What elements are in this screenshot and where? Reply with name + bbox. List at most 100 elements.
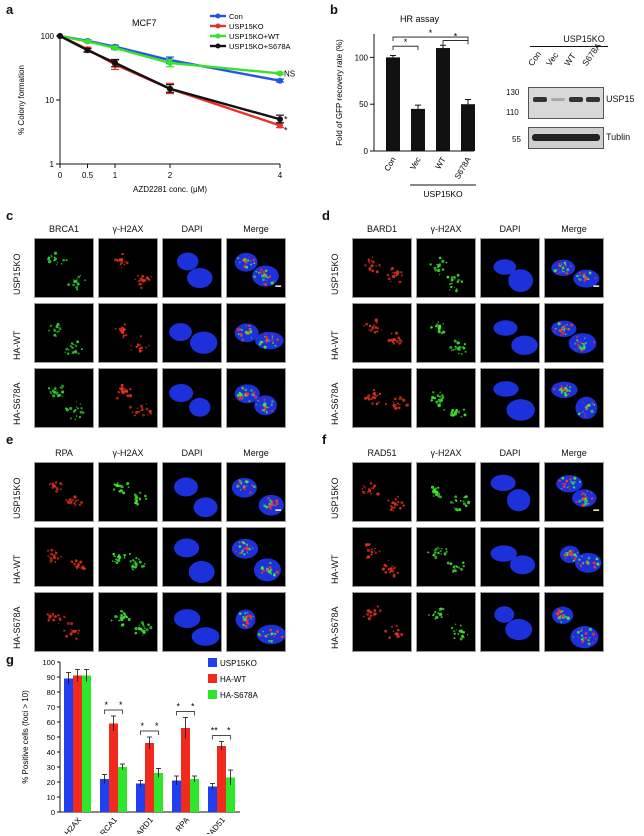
micrograph-f-tile <box>416 462 476 522</box>
chart-g-sig-star: * <box>119 700 123 710</box>
chart-a-ylabel: % Colony formation <box>17 65 26 135</box>
micrograph-c-tile <box>162 368 222 428</box>
micrograph-d-tile <box>544 368 604 428</box>
chart-b-sig-bracket <box>392 36 469 42</box>
micrograph-c-tile <box>34 238 94 298</box>
micrograph-d-tile <box>416 303 476 363</box>
chart-a-title: MCF7 <box>132 18 157 28</box>
chart-a-annotation-star: * <box>284 125 288 135</box>
micrograph-f-tile <box>352 592 412 652</box>
chart-a-point <box>277 70 283 77</box>
chart-g-x-tick-label: RAD51 <box>204 815 228 834</box>
chart-b-sig-star: * <box>454 32 458 42</box>
micrograph-f-tile <box>480 527 540 587</box>
chart-b-y-tick-label: 100 <box>355 53 369 62</box>
chart-g-sig-star: ** <box>211 726 219 736</box>
micrograph-f-tile <box>544 527 604 587</box>
chart-g-legend-swatch <box>208 658 217 667</box>
chart-g-sig-bracket <box>185 711 195 716</box>
chart-g-bar <box>118 767 127 812</box>
micrograph-f-tile <box>480 462 540 522</box>
micrograph-c-tile <box>226 238 286 298</box>
chart-a-x-tick-label: 4 <box>278 171 283 180</box>
chart-b-sig-star: * <box>429 28 433 38</box>
micrograph-e-tile <box>34 527 94 587</box>
micrograph-d-tile <box>480 303 540 363</box>
chart-g-bar <box>145 743 154 812</box>
micrograph-d-tile <box>352 368 412 428</box>
panel-label-a: a <box>6 2 14 17</box>
chart-g-sig-star: * <box>105 700 109 710</box>
micrograph-e-tile <box>226 527 286 587</box>
chart-a-legend-dot <box>215 13 221 19</box>
micrograph-c-tile <box>98 303 158 363</box>
column-header-d: γ-H2AX <box>430 224 462 234</box>
chart-a-point <box>277 122 283 129</box>
row-header-d: HA-WT <box>330 330 340 361</box>
chart-a-point <box>167 59 173 66</box>
chart-a-annotation-ns: NS <box>284 69 295 78</box>
column-header-e: RPA <box>55 448 73 458</box>
chart-a-legend-label: Con <box>229 12 243 21</box>
chart-a-point <box>277 116 283 123</box>
chart-a-y-tick-label: 1 <box>50 160 55 169</box>
chart-g-bar <box>217 746 226 812</box>
micrograph-c-tile <box>98 368 158 428</box>
row-header-e: HA-S678A <box>12 606 22 649</box>
row-header-f: HA-WT <box>330 554 340 585</box>
micrograph-d-tile <box>480 238 540 298</box>
chart-g-x-tick-label: BRCA1 <box>95 815 119 834</box>
micrograph-e-tile <box>162 527 222 587</box>
chart-g-bar <box>154 773 163 812</box>
chart-a-point <box>277 77 283 84</box>
row-header-c: HA-S678A <box>12 382 22 425</box>
chart-g-sig-bracket <box>149 730 159 735</box>
chart-a-point <box>84 38 91 45</box>
chart-b-bar <box>411 108 425 151</box>
chart-g-legend-label: HA-WT <box>220 675 246 684</box>
chart-g-y-tick-label: 50 <box>47 733 55 742</box>
chart-g-sig-star: * <box>191 702 195 712</box>
chart-a-x-tick-label: 0 <box>58 171 63 180</box>
chart-g-sig-bracket <box>104 709 114 714</box>
chart-b-bar <box>436 48 450 151</box>
band-tublin: Tublin <box>606 132 631 142</box>
chart-a-legend-label: USP15KO+S678A <box>229 42 291 51</box>
micrograph-e-tile <box>34 462 94 522</box>
column-header-d: DAPI <box>499 224 521 234</box>
chart-g-sig-star: * <box>141 721 145 731</box>
row-header-f: HA-S678A <box>330 606 340 649</box>
panel-label-b: b <box>330 2 338 17</box>
micrograph-f-tile <box>416 527 476 587</box>
micrograph-d-tile <box>352 303 412 363</box>
chart-a-legend-label: USP15KO+WT <box>229 32 280 41</box>
column-header-c: γ-H2AX <box>112 224 144 234</box>
micrograph-f-tile <box>544 592 604 652</box>
micrograph-f-tile <box>480 592 540 652</box>
micrograph-d-tile <box>544 303 604 363</box>
micrograph-d-tile <box>352 238 412 298</box>
chart-g-sig-star: * <box>177 702 181 712</box>
chart-b-y-tick-label: 50 <box>359 100 368 109</box>
positive-cells-chart: 0 10 20 30 40 50 60 70 80 90 100 % Positive cells (… <box>21 658 258 834</box>
chart-g-x-tick-label: RPA <box>174 815 192 833</box>
micrograph-f-tile <box>352 527 412 587</box>
blot-lane-label: Con <box>526 49 544 68</box>
chart-a-y-tick-label: 10 <box>45 96 54 105</box>
chart-a-legend-dot <box>215 43 221 49</box>
column-header-c: DAPI <box>181 224 203 234</box>
chart-g-bar <box>100 779 109 812</box>
chart-a-legend-label: USP15KO <box>229 22 264 31</box>
micrograph-f-tile <box>544 462 604 522</box>
micrograph-d-tile <box>416 238 476 298</box>
chart-g-bar <box>73 675 82 812</box>
chart-b-sig-bracket <box>442 40 469 45</box>
chart-g-y-tick-label: 30 <box>47 763 55 772</box>
column-header-e: Merge <box>243 448 269 458</box>
micrograph-f-tile <box>352 462 412 522</box>
chart-a-legend-dot <box>215 23 221 29</box>
chart-g-sig-bracket <box>221 735 231 740</box>
chart-g-sig-bracket <box>212 735 222 740</box>
row-header-f: USP15KO <box>330 477 340 519</box>
